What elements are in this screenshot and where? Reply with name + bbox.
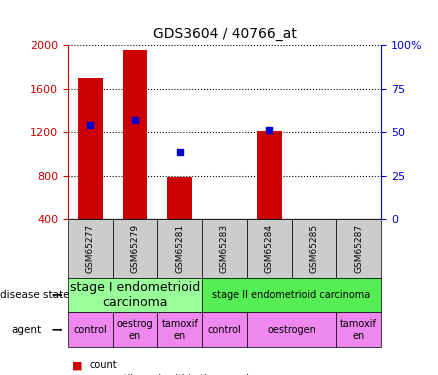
Text: oestrog
en: oestrog en <box>117 319 153 340</box>
Text: ■: ■ <box>72 374 83 375</box>
Text: tamoxif
en: tamoxif en <box>340 319 377 340</box>
Bar <box>167 177 192 219</box>
Text: agent: agent <box>11 325 42 335</box>
Title: GDS3604 / 40766_at: GDS3604 / 40766_at <box>152 27 297 41</box>
Text: disease state: disease state <box>0 290 70 300</box>
Text: GSM65283: GSM65283 <box>220 224 229 273</box>
Text: stage I endometrioid
carcinoma: stage I endometrioid carcinoma <box>70 281 200 309</box>
Text: tamoxif
en: tamoxif en <box>161 319 198 340</box>
Text: GSM65284: GSM65284 <box>265 224 274 273</box>
Bar <box>78 78 102 219</box>
Bar <box>257 131 282 219</box>
Text: count: count <box>90 360 117 370</box>
Text: GSM65287: GSM65287 <box>354 224 363 273</box>
Text: GSM65277: GSM65277 <box>86 224 95 273</box>
Text: oestrogen: oestrogen <box>267 325 316 335</box>
Bar <box>123 51 147 219</box>
Text: ■: ■ <box>72 360 83 370</box>
Text: GSM65279: GSM65279 <box>131 224 139 273</box>
Text: GSM65281: GSM65281 <box>175 224 184 273</box>
Text: stage II endometrioid carcinoma: stage II endometrioid carcinoma <box>212 290 371 300</box>
Text: control: control <box>74 325 107 335</box>
Text: GSM65285: GSM65285 <box>310 224 318 273</box>
Text: percentile rank within the sample: percentile rank within the sample <box>90 374 255 375</box>
Text: control: control <box>208 325 241 335</box>
